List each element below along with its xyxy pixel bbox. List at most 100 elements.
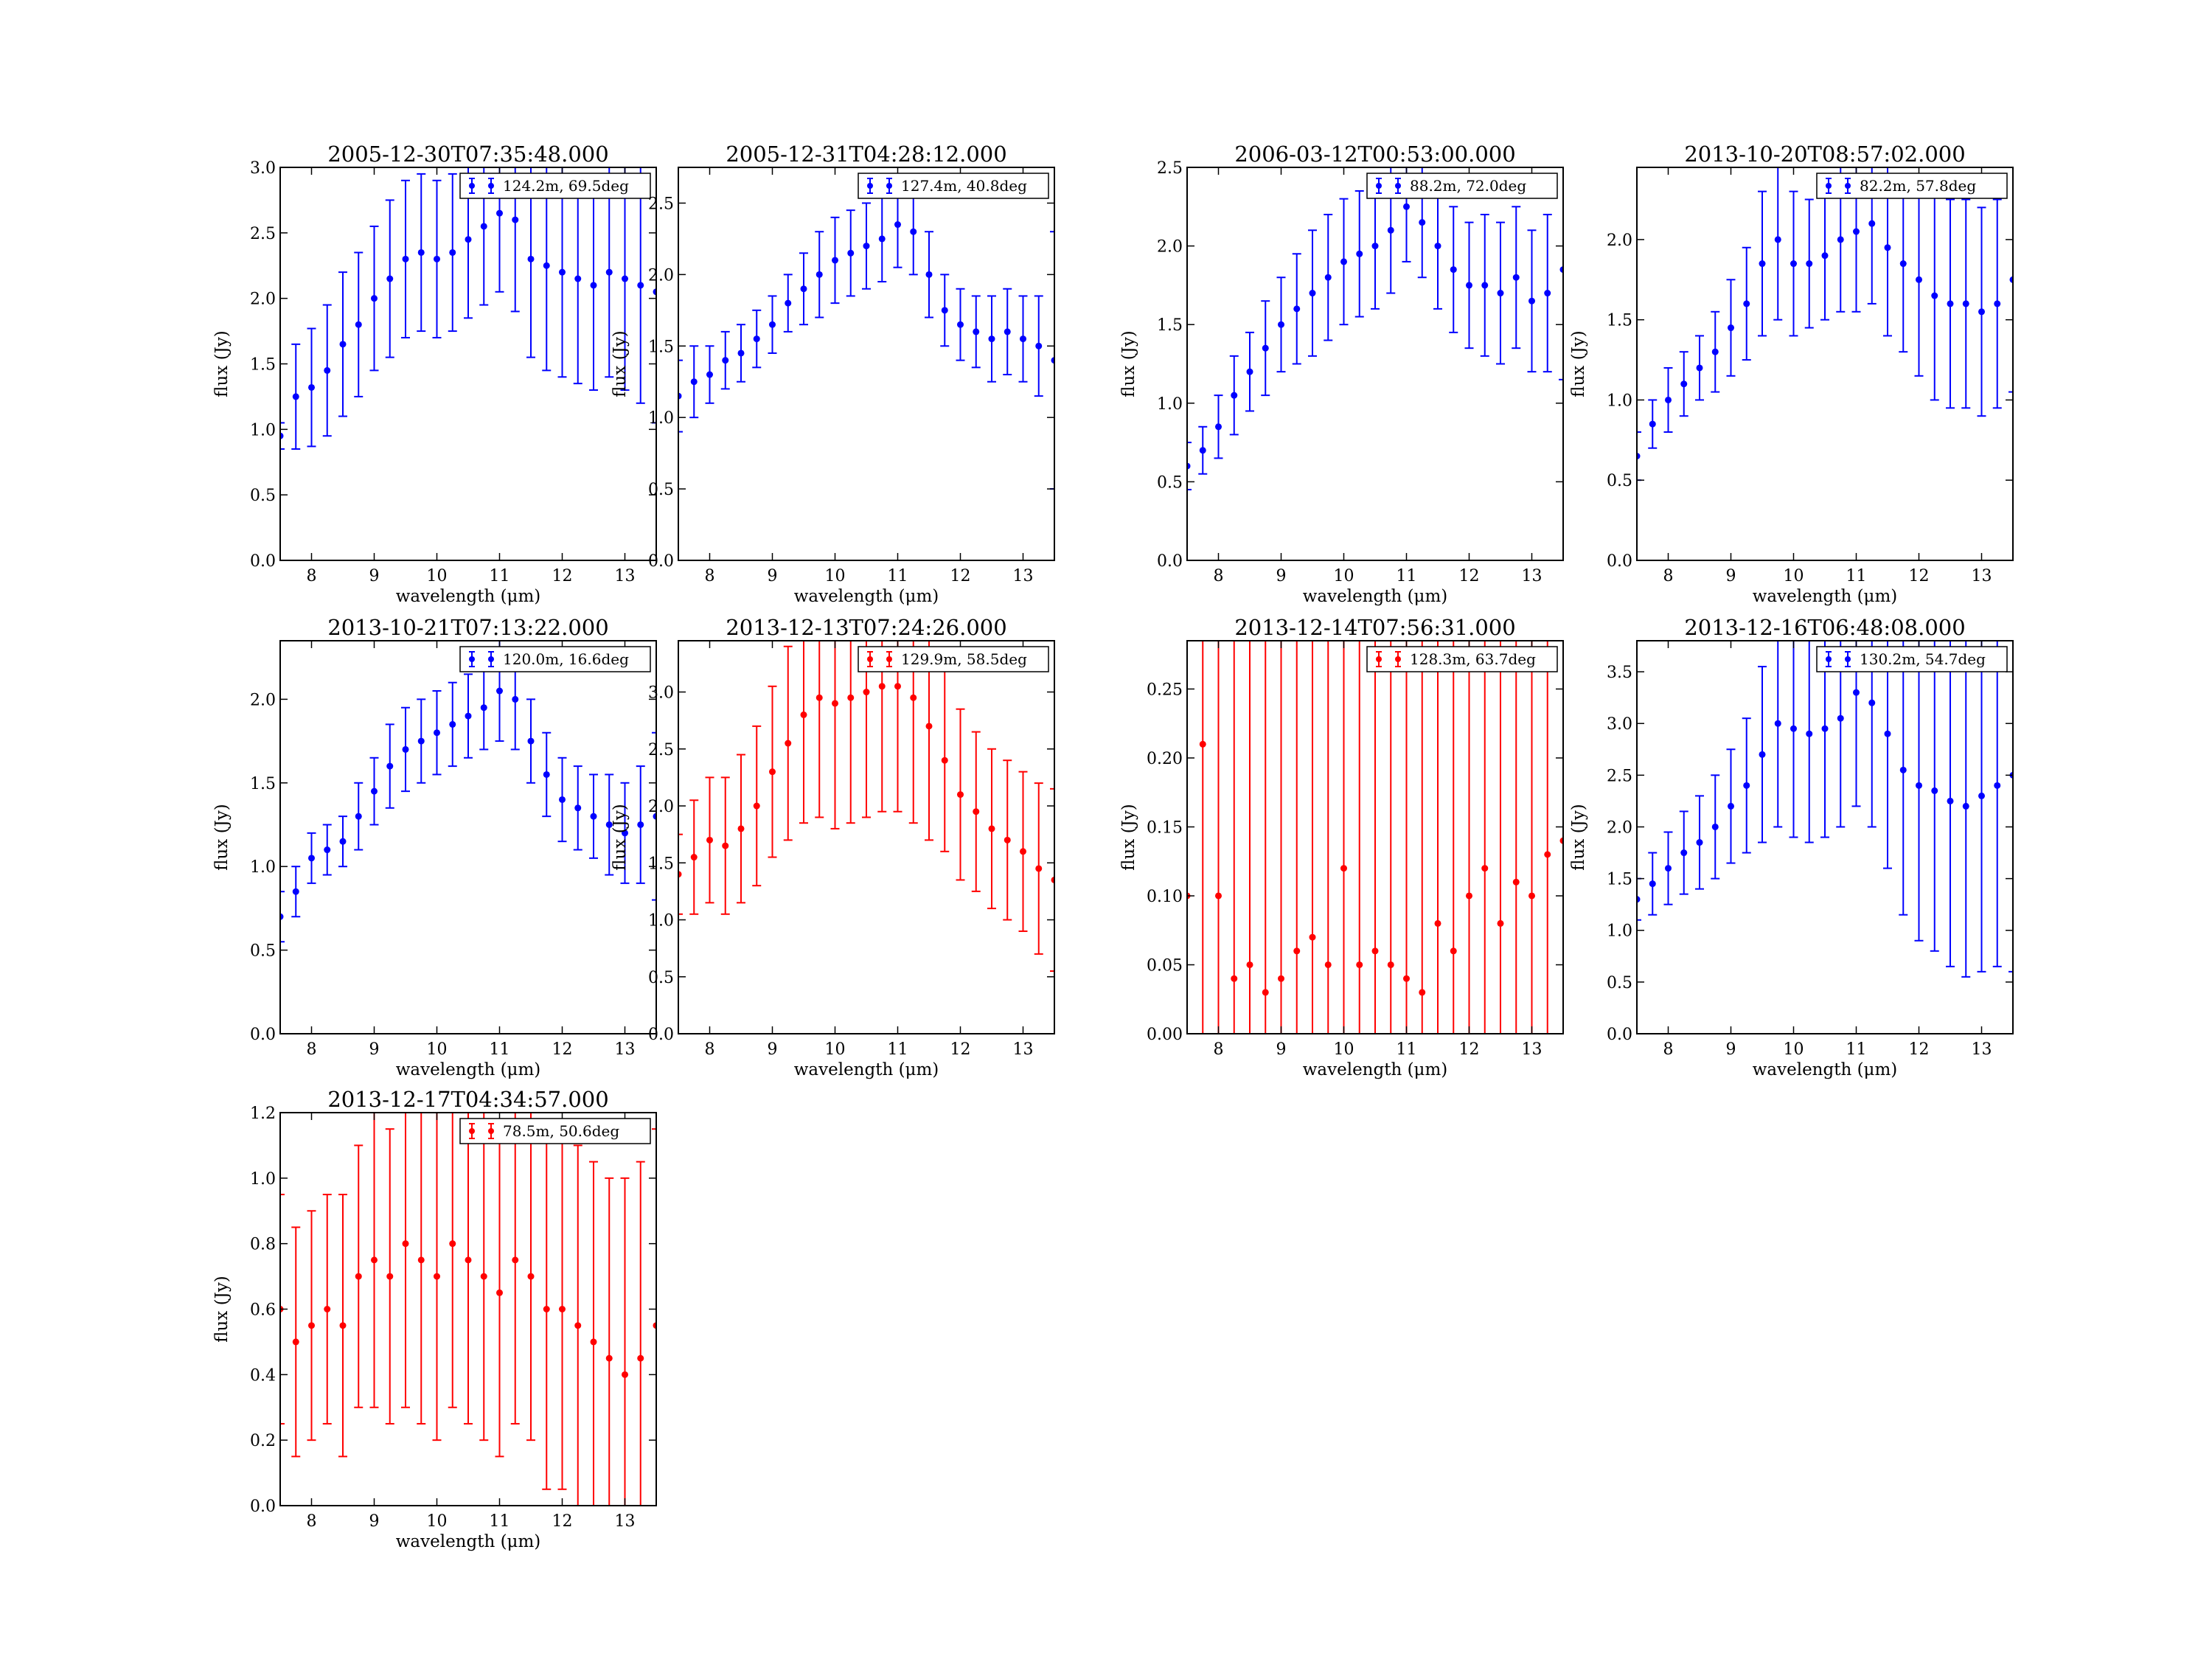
data-point bbox=[417, 737, 425, 745]
data-point bbox=[590, 282, 597, 289]
data-point bbox=[434, 1273, 440, 1280]
data-point bbox=[1884, 244, 1891, 251]
legend-box bbox=[459, 173, 651, 199]
x-tick-label: 10 bbox=[1334, 1040, 1354, 1059]
data-point bbox=[1821, 725, 1829, 732]
data-point bbox=[292, 393, 299, 400]
legend-marker bbox=[1376, 183, 1382, 189]
x-tick-label: 12 bbox=[552, 1040, 573, 1059]
data-point bbox=[1356, 250, 1363, 257]
data-point bbox=[543, 771, 550, 778]
data-point bbox=[722, 357, 729, 364]
data-point bbox=[1916, 782, 1922, 789]
data-point bbox=[417, 1256, 425, 1264]
x-tick-label: 12 bbox=[1459, 567, 1480, 585]
data-point bbox=[1450, 266, 1457, 274]
y-tick-label: 1.5 bbox=[250, 775, 276, 793]
y-axis-label: flux (Jy) bbox=[611, 330, 630, 397]
data-point bbox=[1711, 348, 1719, 355]
x-tick-label: 9 bbox=[768, 567, 778, 585]
y-tick-label: 2.5 bbox=[648, 741, 674, 759]
data-point bbox=[1978, 308, 1985, 316]
y-tick-label: 3.5 bbox=[1607, 664, 1632, 682]
x-tick-label: 13 bbox=[1972, 1040, 1992, 1059]
x-tick-label: 9 bbox=[369, 1040, 380, 1059]
data-point bbox=[1387, 961, 1394, 968]
y-tick-label: 1.5 bbox=[1607, 871, 1632, 889]
data-point bbox=[1544, 290, 1551, 297]
data-point bbox=[1434, 243, 1441, 250]
data-point bbox=[1884, 730, 1891, 737]
y-tick-label: 0.05 bbox=[1147, 956, 1183, 975]
x-axis-label: wavelength (μm) bbox=[794, 587, 939, 606]
legend-marker bbox=[1395, 183, 1401, 189]
data-point bbox=[480, 1273, 487, 1280]
y-tick-label: 1.5 bbox=[648, 855, 674, 873]
data-point bbox=[1837, 714, 1844, 722]
data-point bbox=[1665, 865, 1672, 872]
data-point bbox=[1649, 880, 1656, 888]
data-point bbox=[1743, 300, 1750, 307]
y-tick-label: 0.4 bbox=[250, 1366, 276, 1385]
data-point bbox=[678, 392, 682, 400]
x-tick-label: 10 bbox=[825, 1040, 846, 1059]
data-point bbox=[957, 321, 964, 328]
data-point bbox=[637, 282, 644, 289]
data-point bbox=[574, 804, 582, 812]
x-tick-label: 8 bbox=[1214, 1040, 1224, 1059]
y-tick-label: 1.0 bbox=[1157, 395, 1183, 414]
data-point bbox=[1051, 357, 1054, 364]
data-point bbox=[527, 255, 535, 262]
data-point bbox=[622, 1371, 628, 1378]
data-point bbox=[706, 836, 713, 844]
legend-marker bbox=[1376, 656, 1382, 662]
data-point bbox=[480, 704, 487, 712]
data-point bbox=[1711, 823, 1719, 830]
data-point bbox=[1262, 989, 1269, 996]
x-tick-label: 9 bbox=[1726, 567, 1736, 585]
data-point bbox=[847, 694, 855, 701]
legend-label: 78.5m, 50.6deg bbox=[503, 1122, 619, 1140]
y-tick-label: 0.0 bbox=[648, 1026, 674, 1044]
data-point bbox=[1309, 933, 1316, 941]
data-point bbox=[653, 288, 656, 296]
data-point bbox=[1246, 961, 1253, 968]
panel-title: 2013-12-13T07:24:26.000 bbox=[726, 615, 1006, 640]
data-point bbox=[1962, 802, 1969, 810]
y-tick-label: 2.5 bbox=[250, 225, 276, 243]
series bbox=[280, 167, 656, 450]
data-point bbox=[1340, 258, 1347, 265]
data-point bbox=[769, 321, 776, 328]
data-point bbox=[706, 371, 713, 378]
data-point bbox=[1340, 865, 1347, 872]
y-tick-label: 1.5 bbox=[648, 338, 674, 356]
panel-1: 8 9 10 11 12 13 0.0 0.5 1.0 1.5 2.0 2.5 3.0 2005-12-3… bbox=[212, 142, 657, 606]
data-point bbox=[1434, 919, 1441, 927]
data-point bbox=[1790, 260, 1797, 268]
data-point bbox=[1649, 420, 1656, 428]
data-point bbox=[1544, 851, 1551, 858]
y-tick-label: 0.5 bbox=[648, 481, 674, 499]
x-tick-label: 8 bbox=[1663, 567, 1674, 585]
x-tick-label: 9 bbox=[768, 1040, 778, 1059]
data-point bbox=[1728, 324, 1734, 332]
data-point bbox=[653, 1322, 656, 1329]
data-point bbox=[1324, 961, 1332, 968]
data-point bbox=[973, 328, 980, 335]
panel-title: 2006-03-12T00:53:00.000 bbox=[1234, 142, 1515, 167]
data-point bbox=[512, 1256, 519, 1264]
data-point bbox=[1020, 335, 1026, 343]
data-point bbox=[1916, 276, 1922, 283]
legend-marker bbox=[886, 656, 892, 662]
legend-marker bbox=[1845, 183, 1851, 189]
data-point bbox=[417, 248, 425, 256]
data-point bbox=[1759, 751, 1766, 758]
x-tick-label: 13 bbox=[1013, 1040, 1034, 1059]
panel-8: 8 9 10 11 12 13 0.0 0.5 1.0 1.5 2.0 2.5 3.0 3.5 2013-1… bbox=[1569, 615, 2014, 1079]
y-tick-label: 0.5 bbox=[1607, 974, 1632, 992]
data-point bbox=[1293, 305, 1301, 313]
y-tick-label: 1.0 bbox=[648, 912, 674, 931]
x-tick-label: 11 bbox=[888, 567, 908, 585]
y-tick-label: 0.6 bbox=[250, 1301, 276, 1320]
data-point bbox=[1743, 782, 1750, 789]
